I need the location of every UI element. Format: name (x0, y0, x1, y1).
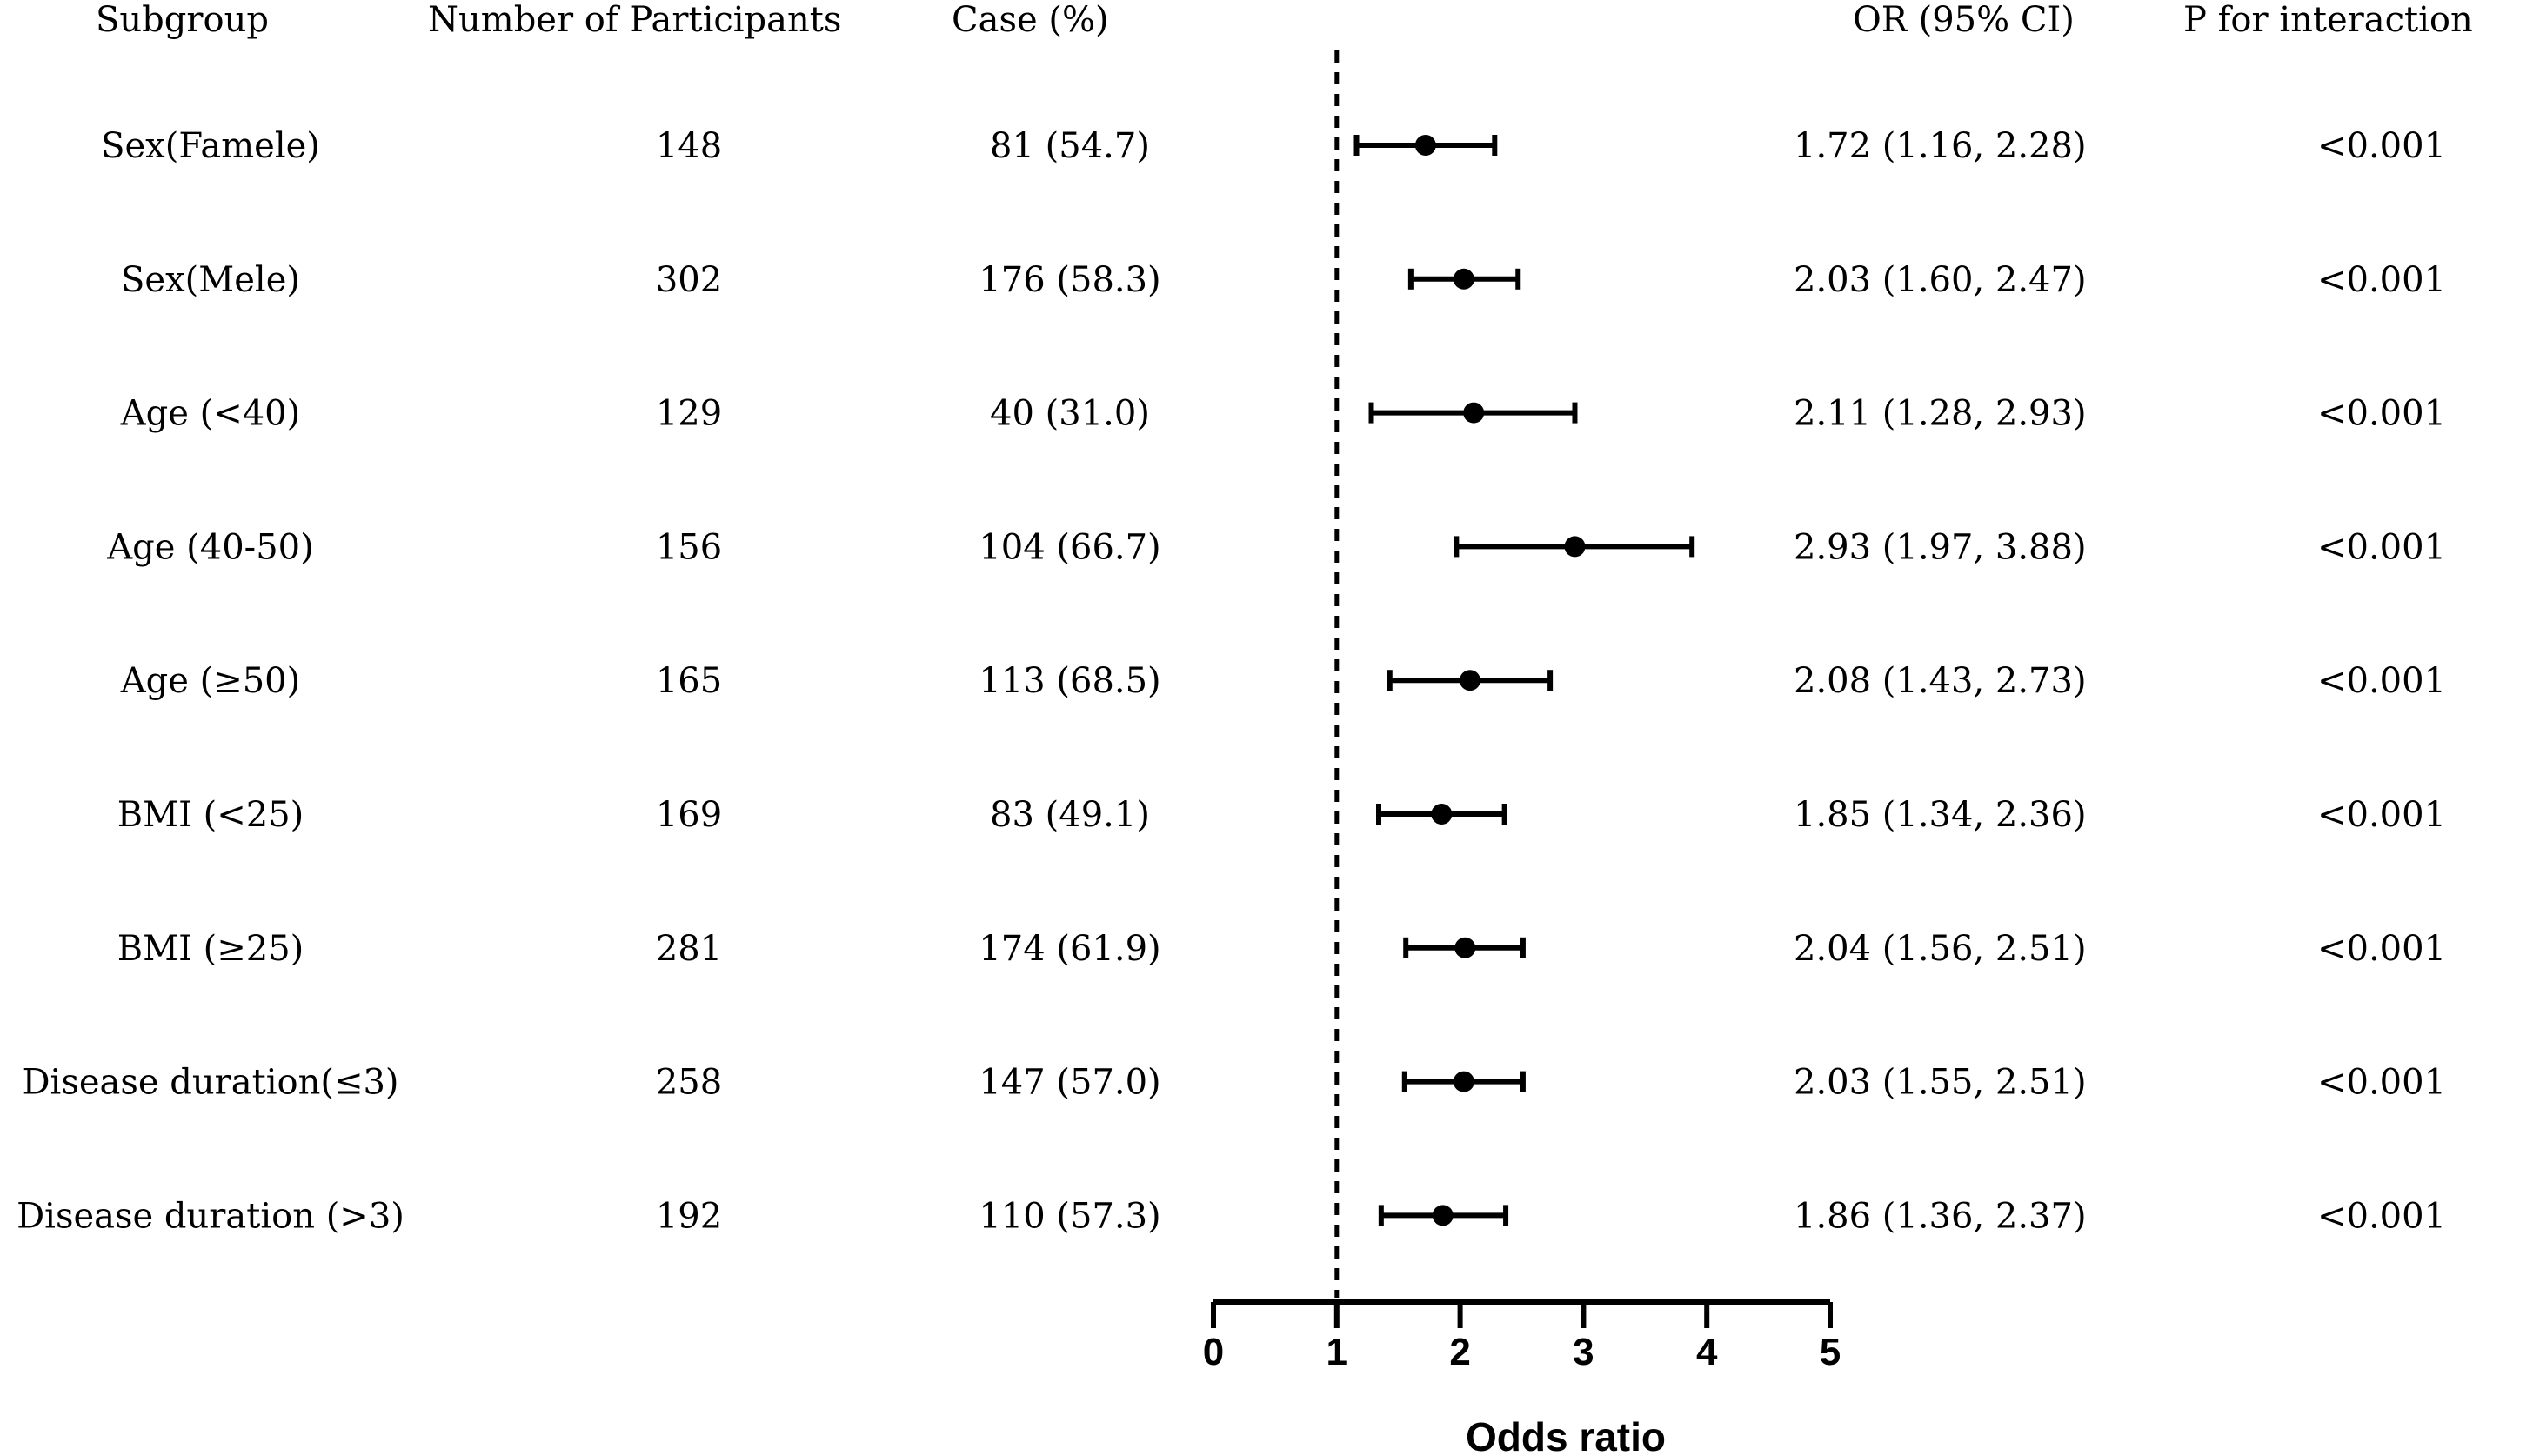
x-tick-label: 0 (1203, 1331, 1224, 1373)
ci-mark (1454, 536, 1695, 558)
or-ci-text: 2.03 (1.60, 2.47) (1794, 260, 2087, 300)
participants-count: 156 (656, 527, 722, 567)
ci-mark (1407, 268, 1521, 290)
subgroup-label: Age (40-50) (106, 527, 313, 567)
or-ci-text: 1.72 (1.16, 2.28) (1794, 126, 2087, 166)
or-point (1463, 402, 1485, 424)
ci-mark (1403, 937, 1526, 958)
case-percent: 83 (49.1) (990, 795, 1150, 835)
table-row: Age (40-50) 156 104 (66.7) 2.93 (1.97, 3.88… (106, 527, 2446, 567)
case-percent: 174 (61.9) (979, 929, 1160, 969)
subgroup-label: Age (≥50) (120, 661, 301, 701)
p-interaction-value: <0.001 (2317, 527, 2446, 567)
subgroup-label: Disease duration(≤3) (22, 1063, 398, 1103)
case-percent: 113 (68.5) (979, 661, 1160, 701)
x-axis-title: Odds ratio (1466, 1414, 1666, 1456)
table-row: Disease duration(≤3) 258 147 (57.0) 2.03 (1… (22, 1063, 2446, 1103)
or-point (1454, 937, 1476, 958)
x-tick-label: 2 (1449, 1331, 1470, 1373)
table-rows: Sex(Famele) 148 81 (54.7) 1.72 (1.16, 2.28)… (17, 126, 2446, 1236)
subgroup-label: BMI (<25) (117, 795, 304, 835)
subgroup-label: Sex(Famele) (101, 126, 320, 166)
ci-mark (1378, 1205, 1509, 1226)
plot-area (1334, 50, 1695, 1298)
or-point (1431, 804, 1453, 825)
subgroup-label: BMI (≥25) (117, 929, 304, 969)
participants-count: 302 (656, 260, 722, 300)
p-interaction-value: <0.001 (2317, 126, 2446, 166)
x-tick-label: 4 (1696, 1331, 1718, 1373)
p-interaction-value: <0.001 (2317, 1063, 2446, 1103)
or-ci-text: 2.08 (1.43, 2.73) (1794, 661, 2087, 701)
header-subgroup: Subgroup (96, 0, 269, 40)
case-percent: 147 (57.0) (979, 1063, 1160, 1103)
case-percent: 176 (58.3) (979, 260, 1160, 300)
participants-count: 169 (656, 795, 722, 835)
table-row: Age (<40) 129 40 (31.0) 2.11 (1.28, 2.93) <0… (120, 394, 2446, 434)
p-interaction-value: <0.001 (2317, 1196, 2446, 1236)
p-interaction-value: <0.001 (2317, 929, 2446, 969)
or-ci-text: 1.86 (1.36, 2.37) (1794, 1196, 2087, 1236)
participants-count: 258 (656, 1063, 722, 1103)
participants-count: 148 (656, 126, 722, 166)
or-ci-text: 2.04 (1.56, 2.51) (1794, 929, 2087, 969)
x-tick-label: 1 (1327, 1331, 1347, 1373)
subgroup-label: Sex(Mele) (121, 260, 300, 300)
or-point (1453, 268, 1474, 290)
participants-count: 165 (656, 661, 722, 701)
table-row: Sex(Famele) 148 81 (54.7) 1.72 (1.16, 2.28)… (101, 126, 2446, 166)
x-tick-label: 3 (1573, 1331, 1594, 1373)
p-interaction-value: <0.001 (2317, 394, 2446, 434)
subgroup-label: Age (<40) (120, 394, 301, 434)
ci-mark (1368, 402, 1578, 424)
table-row: Age (≥50) 165 113 (68.5) 2.08 (1.43, 2.73) <… (120, 661, 2446, 701)
or-ci-text: 2.03 (1.55, 2.51) (1794, 1063, 2087, 1103)
ci-mark (1376, 804, 1507, 825)
case-percent: 81 (54.7) (990, 126, 1150, 166)
x-tick-label: 5 (1820, 1331, 1841, 1373)
table-row: Disease duration (>3) 192 110 (57.3) 1.86 (… (17, 1196, 2446, 1236)
header-p-interaction: P for interaction (2183, 0, 2473, 40)
or-ci-text: 2.11 (1.28, 2.93) (1794, 394, 2087, 434)
or-point (1432, 1205, 1454, 1226)
or-ci-text: 2.93 (1.97, 3.88) (1794, 527, 2087, 567)
ci-mark (1387, 670, 1554, 691)
participants-count: 192 (656, 1196, 722, 1236)
or-point (1564, 536, 1586, 558)
case-percent: 104 (66.7) (979, 527, 1160, 567)
case-percent: 110 (57.3) (979, 1196, 1160, 1236)
header-participants: Number of Participants (428, 0, 841, 40)
or-point (1459, 670, 1480, 691)
participants-count: 129 (656, 394, 722, 434)
ci-mark (1353, 135, 1498, 156)
or-ci-text: 1.85 (1.34, 2.36) (1794, 795, 2087, 835)
p-interaction-value: <0.001 (2317, 260, 2446, 300)
table-row: Sex(Mele) 302 176 (58.3) 2.03 (1.60, 2.47) <… (121, 260, 2446, 300)
ci-mark (1401, 1071, 1526, 1092)
p-interaction-value: <0.001 (2317, 795, 2446, 835)
p-interaction-value: <0.001 (2317, 661, 2446, 701)
participants-count: 281 (656, 929, 722, 969)
or-point (1453, 1071, 1474, 1092)
header-or: OR (95% CI) (1853, 0, 2075, 40)
header-case: Case (%) (952, 0, 1109, 40)
case-percent: 40 (31.0) (990, 394, 1150, 434)
x-axis: 0 1 2 3 4 5 (1203, 1299, 1841, 1373)
table-row: BMI (≥25) 281 174 (61.9) 2.04 (1.56, 2.51) <… (117, 929, 2446, 969)
subgroup-label: Disease duration (>3) (17, 1196, 404, 1236)
table-row: BMI (<25) 169 83 (49.1) 1.85 (1.34, 2.36) <0… (117, 795, 2446, 835)
or-point (1414, 135, 1436, 156)
